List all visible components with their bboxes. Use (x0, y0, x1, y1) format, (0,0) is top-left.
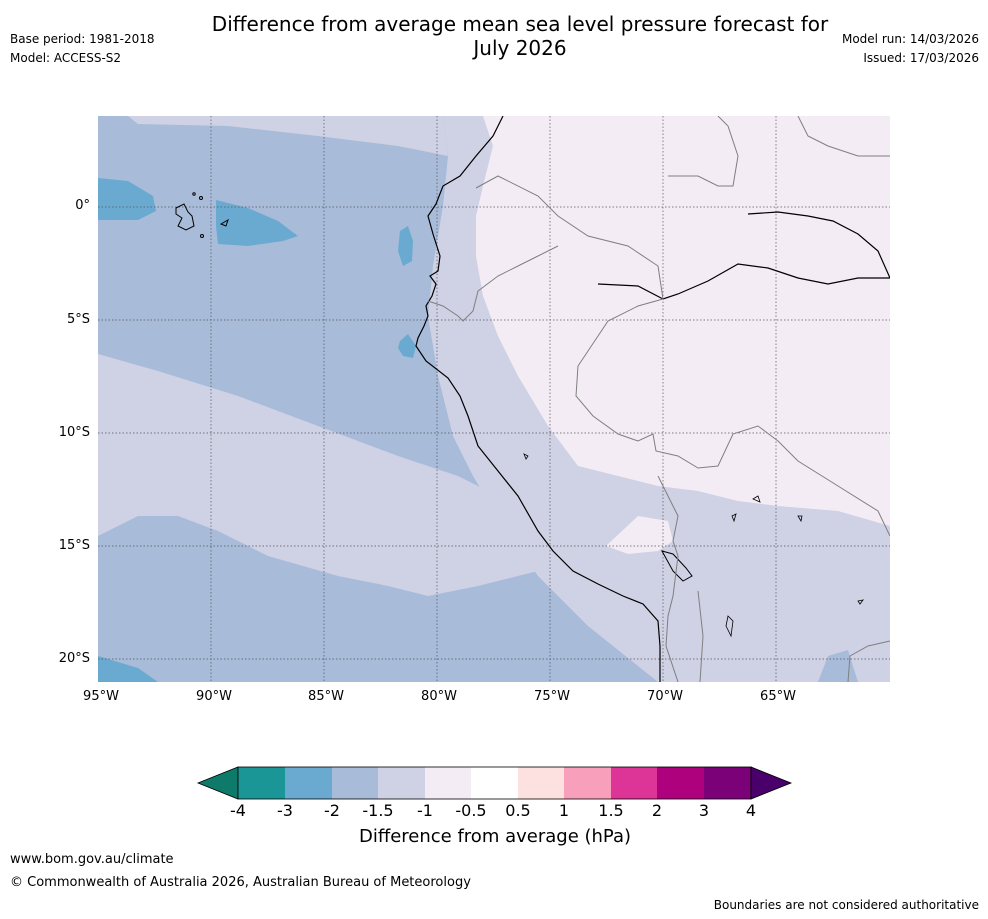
colorbar-cell-3 (332, 767, 378, 799)
colorbar-cell-6 (471, 767, 518, 799)
colorbar-tick-4: -1.5 (362, 801, 394, 820)
graticule (98, 116, 890, 682)
colorbar-tick-11: 3 (698, 801, 710, 820)
lon-label-95w: 95°W (83, 689, 119, 704)
band-minus3-minus2-coast-north (398, 226, 413, 266)
band-minus3-minus2-west (98, 178, 156, 220)
band-minus1-minus0.5-patch (606, 516, 673, 554)
band-minus1.5-minus1-diagonal (98, 354, 558, 596)
colorbar (196, 766, 793, 800)
colorbar-tick-5: -1 (417, 801, 433, 820)
lat-label-15s: 15°S (58, 538, 90, 553)
band-minus3-minus2-sw (98, 656, 158, 682)
lake-titicaca (660, 550, 693, 582)
band-minus3-minus2-galapagos (216, 200, 298, 246)
lon-label-85w: 85°W (308, 689, 344, 704)
colorbar-tick-2: -3 (277, 801, 293, 820)
issued-text: Issued: 17/03/2026 (863, 51, 979, 65)
colorbar-tick-8: 1 (558, 801, 570, 820)
lon-label-80w: 80°W (421, 689, 457, 704)
page-title: Difference from average mean sea level p… (190, 12, 850, 60)
colorbar-tick-9: 1.5 (598, 801, 624, 820)
colorbar-cell-8 (564, 767, 611, 799)
colorbar-cell-7 (518, 767, 564, 799)
footer-copyright: © Commonwealth of Australia 2026, Austra… (10, 875, 471, 890)
base-period-text: Base period: 1981-2018 (10, 32, 155, 46)
colorbar-arrow-high (750, 766, 793, 800)
small-lakes (523, 453, 864, 638)
colorbar-tick-3: -2 (324, 801, 340, 820)
coastline (415, 116, 661, 682)
colorbar-tick-6: -0.5 (455, 801, 487, 820)
lon-label-65w: 65°W (760, 689, 796, 704)
footer-url: www.bom.gov.au/climate (10, 852, 174, 867)
band-minus2-minus1.5-se-patch (818, 650, 858, 682)
band-minus1-minus0.5 (476, 116, 890, 526)
galapagos-islands (175, 192, 229, 238)
lon-label-70w: 70°W (647, 689, 683, 704)
band-minus3-minus2-coast-south (398, 334, 416, 358)
lat-label-5s: 5°S (66, 312, 90, 327)
lon-label-75w: 75°W (534, 689, 570, 704)
model-run-text: Model run: 14/03/2026 (841, 32, 979, 46)
colorbar-frame (237, 766, 752, 800)
colorbar-arrow-low (196, 766, 239, 800)
colorbar-cell-4 (378, 767, 425, 799)
colorbar-cell-2 (285, 767, 332, 799)
colorbar-cell-1 (238, 767, 285, 799)
colorbar-tick-1: -4 (230, 801, 246, 820)
colorbar-cell-11 (704, 767, 751, 799)
lat-label-20s: 20°S (58, 651, 90, 666)
colorbar-tick-10: 2 (651, 801, 663, 820)
title-line-2: July 2026 (473, 36, 567, 60)
colorbar-cell-10 (657, 767, 704, 799)
colorbar-tick-7: 0.5 (505, 801, 531, 820)
model-text: Model: ACCESS-S2 (10, 51, 122, 65)
amazon-river (597, 211, 890, 300)
title-line-1: Difference from average mean sea level p… (211, 12, 829, 36)
band-minus1.5-minus1-north (128, 116, 448, 156)
colorbar-cell-9 (611, 767, 657, 799)
national-borders (427, 116, 890, 682)
footer-boundaries-note: Boundaries are not considered authoritat… (713, 898, 979, 912)
lon-label-90w: 90°W (196, 689, 232, 704)
colorbar-cell-5 (425, 767, 471, 799)
lat-label-0: 0° (75, 198, 90, 213)
colorbar-tick-12: 4 (745, 801, 757, 820)
lat-label-10s: 10°S (58, 425, 90, 440)
band-minus1.5-minus1-se (658, 506, 890, 586)
pressure-anomaly-map (98, 116, 890, 682)
colorbar-title: Difference from average (hPa) (358, 826, 632, 847)
